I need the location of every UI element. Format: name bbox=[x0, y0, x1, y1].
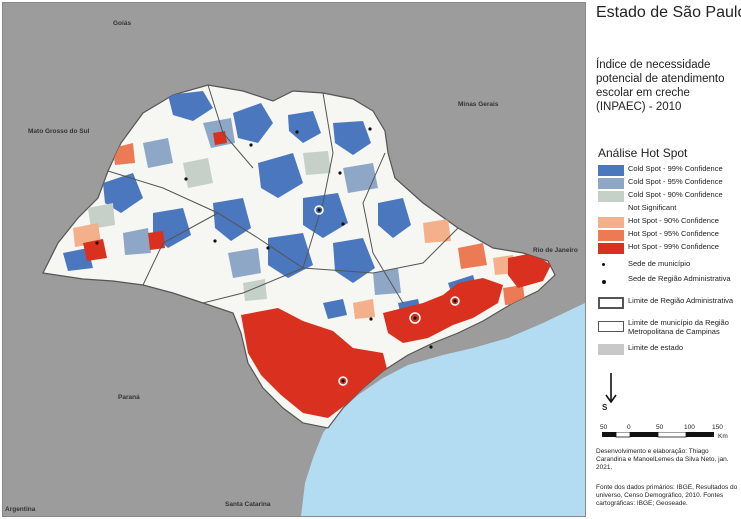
scale-tick: 50 bbox=[600, 424, 608, 431]
legend-swatch bbox=[598, 321, 624, 332]
label-mato-grosso-do-sul: Mato Grosso do Sul bbox=[28, 128, 90, 135]
legend-label: Sede de Região Administrativa bbox=[628, 274, 731, 283]
legend-item-cold-95: Cold Spot - 95% Confidence bbox=[598, 177, 740, 189]
legend-label: Hot Spot - 90% Confidence bbox=[628, 216, 719, 225]
regional-seat-symbol bbox=[602, 280, 606, 284]
scale-tick: 50 bbox=[656, 424, 664, 431]
legend-swatch bbox=[598, 191, 624, 202]
legend-label: Limite de município da Região Metropolit… bbox=[628, 318, 729, 336]
legend-item-sede-regiao: Sede de Região Administrativa bbox=[598, 274, 740, 294]
north-label: S bbox=[602, 403, 608, 412]
map-panel[interactable]: Goiás Mato Grosso do Sul Minas Gerais Ri… bbox=[2, 2, 586, 517]
legend-label: Cold Spot - 95% Confidence bbox=[628, 177, 723, 186]
map-svg: Goiás Mato Grosso do Sul Minas Gerais Ri… bbox=[3, 3, 585, 516]
legend-swatch bbox=[598, 243, 624, 254]
legend-label: Limite de Região Administrativa bbox=[628, 296, 734, 305]
scale-bar: 50 0 50 100 150 Km bbox=[600, 424, 730, 442]
legend-title: Análise Hot Spot bbox=[598, 146, 688, 160]
label-argentina: Argentina bbox=[5, 506, 36, 513]
region-boundaries bbox=[107, 84, 459, 304]
legend-item-cold-99: Cold Spot - 99% Confidence bbox=[598, 164, 740, 176]
scale-tick: 0 bbox=[627, 424, 631, 431]
legend-panel: Estado de São Paulo Índice de necessidad… bbox=[590, 0, 741, 519]
legend-item-cold-90: Cold Spot - 90% Confidence bbox=[598, 190, 740, 202]
label-rio-de-janeiro: Rio de Janeiro bbox=[533, 247, 578, 254]
legend-item-hot-95: Hot Spot - 95% Confidence bbox=[598, 229, 740, 241]
legend-swatch bbox=[598, 217, 624, 228]
label-parana: Paraná bbox=[118, 394, 140, 401]
cold-spot-99 bbox=[63, 91, 481, 325]
north-arrow-icon bbox=[605, 373, 617, 404]
legend-swatch bbox=[598, 344, 624, 355]
map-title: Estado de São Paulo bbox=[596, 4, 741, 21]
scale-tick: 100 bbox=[684, 424, 695, 431]
legend-item-limite-regiao: Limite de Região Administrativa bbox=[598, 296, 740, 316]
scale-bar-graphic bbox=[602, 432, 714, 438]
legend-item-not-significant: Not Significant bbox=[598, 203, 740, 215]
municipality-seat-symbol bbox=[602, 263, 605, 266]
legend-label: Sede de município bbox=[628, 259, 691, 268]
label-minas-gerais: Minas Gerais bbox=[458, 101, 499, 108]
map-subtitle: Índice de necessidade potencial de atend… bbox=[596, 59, 725, 113]
legend-label: Limite de estado bbox=[628, 343, 684, 352]
label-goias: Goiás bbox=[113, 20, 131, 27]
credits-sources: Fonte dos dados primários: IBGE, Resulta… bbox=[596, 484, 738, 507]
ocean bbox=[301, 303, 585, 516]
label-santa-catarina: Santa Catarina bbox=[225, 501, 271, 508]
scale-tick: 150 bbox=[712, 424, 723, 431]
credits-authors: Desenvolvimento e elaboração: Thiago Car… bbox=[596, 448, 729, 471]
legend-item-limite-municipio-rmc: Limite de município da Região Metropolit… bbox=[598, 318, 740, 340]
legend-swatch bbox=[598, 178, 624, 189]
municipality-seats bbox=[95, 127, 457, 383]
legend-swatch bbox=[598, 204, 624, 215]
legend-item-hot-99: Hot Spot - 99% Confidence bbox=[598, 242, 740, 254]
scale-unit: Km bbox=[718, 433, 728, 440]
hotspot-layer bbox=[63, 91, 551, 418]
legend-swatch bbox=[598, 165, 624, 176]
regional-seats bbox=[314, 205, 460, 386]
cold-spot-95 bbox=[123, 118, 401, 295]
legend-item-hot-90: Hot Spot - 90% Confidence bbox=[598, 216, 740, 228]
legend-label: Cold Spot - 99% Confidence bbox=[628, 164, 723, 173]
legend-label: Hot Spot - 95% Confidence bbox=[628, 229, 719, 238]
legend-swatch bbox=[598, 230, 624, 241]
hot-spot-99 bbox=[83, 131, 551, 418]
legend-label: Hot Spot - 99% Confidence bbox=[628, 242, 719, 251]
legend-swatch bbox=[598, 297, 624, 309]
legend-label: Not Significant bbox=[628, 203, 677, 212]
legend-item-sede-municipio: Sede de município bbox=[598, 259, 740, 271]
cold-spot-90 bbox=[88, 151, 331, 301]
legend-item-limite-estado: Limite de estado bbox=[598, 343, 740, 355]
legend-label: Cold Spot - 90% Confidence bbox=[628, 190, 723, 199]
